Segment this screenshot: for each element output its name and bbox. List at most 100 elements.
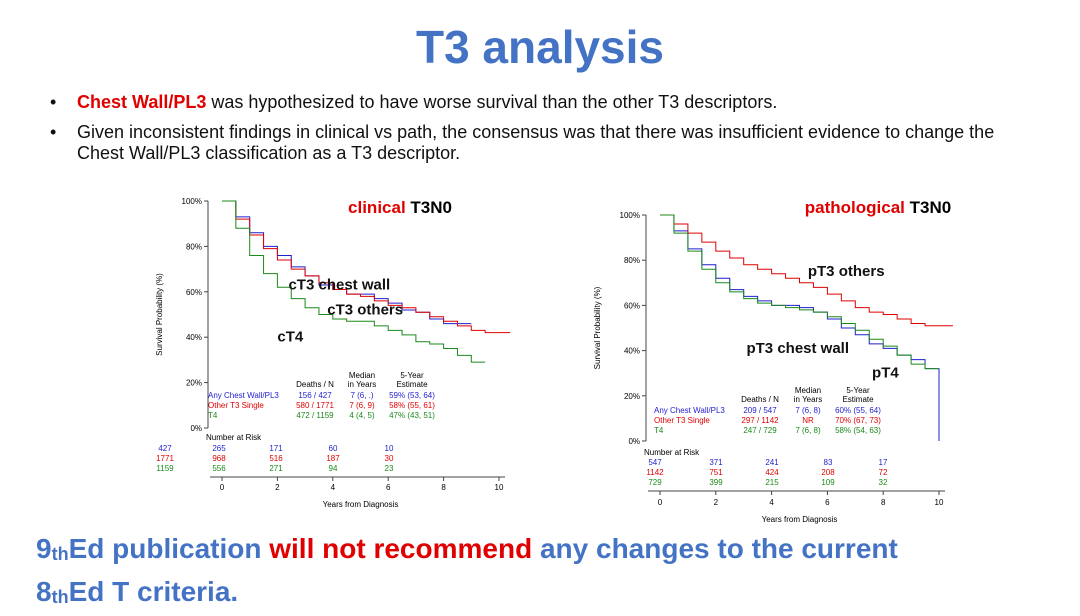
- curve-label: cT3 chest wall: [288, 277, 390, 294]
- x-tick-label: 2: [275, 483, 280, 492]
- risk-value: 751: [709, 468, 723, 477]
- conclusion-ed9-rest: Ed publication: [68, 533, 270, 564]
- table-cell-deaths: 580 / 1771: [296, 401, 334, 410]
- km-curve: [222, 200, 511, 334]
- conclusion-emphasis: will not recommend: [269, 533, 533, 564]
- y-tick-label: 40%: [624, 347, 640, 356]
- table-cell-median: 7 (6, 8): [795, 406, 821, 415]
- risk-value: 83: [824, 458, 833, 467]
- x-tick-label: 8: [441, 483, 446, 492]
- km-curve: [660, 214, 939, 370]
- x-tick-label: 6: [825, 498, 830, 507]
- table-row-label: Other T3 Single: [654, 416, 710, 425]
- x-tick-label: 6: [386, 483, 391, 492]
- bullet-item: • Given inconsistent findings in clinica…: [50, 122, 1040, 164]
- risk-value: 265: [212, 444, 226, 453]
- table-header: Deaths / N: [741, 395, 779, 404]
- risk-value: 547: [648, 458, 662, 467]
- table-row-label: Other T3 Single: [208, 401, 264, 410]
- curve-label: pT4: [872, 365, 899, 382]
- table-cell-estimate: 58% (55, 61): [389, 401, 435, 410]
- curve-label: cT3 others: [327, 302, 403, 319]
- table-cell-deaths: 297 / 1142: [741, 416, 779, 425]
- conclusion-ed8-suffix: th: [51, 587, 69, 607]
- table-cell-deaths: 156 / 427: [298, 391, 332, 400]
- table-cell-median: 4 (4, 5): [349, 411, 375, 420]
- risk-value: 215: [765, 478, 779, 487]
- y-tick-label: 60%: [624, 301, 640, 310]
- table-cell-estimate: 47% (43, 51): [389, 411, 435, 420]
- risk-value: 72: [879, 468, 888, 477]
- chart-title-rest: T3N0: [905, 198, 951, 217]
- conclusion-ed9-number: 9: [36, 533, 52, 564]
- risk-value: 371: [709, 458, 723, 467]
- risk-table-title: Number at Risk: [206, 433, 262, 442]
- x-axis-label: Years from Diagnosis: [762, 515, 838, 524]
- table-cell-deaths: 472 / 1159: [296, 411, 334, 420]
- table-row-label: T4: [208, 411, 218, 420]
- risk-value: 399: [709, 478, 723, 487]
- table-header: Estimate: [396, 380, 428, 389]
- y-tick-label: 0%: [190, 424, 202, 433]
- table-cell-median: NR: [802, 416, 814, 425]
- table-row-label: Any Chest Wall/PL3: [654, 406, 725, 415]
- conclusion-ed8-rest: Ed T criteria.: [68, 576, 239, 607]
- table-header: Deaths / N: [296, 380, 334, 389]
- y-tick-label: 40%: [186, 333, 202, 342]
- risk-value: 94: [329, 464, 338, 473]
- chart-title: clinical T3N0: [348, 198, 452, 217]
- chart-title-rest: T3N0: [406, 198, 452, 217]
- chart-title: pathological T3N0: [805, 198, 951, 217]
- table-cell-estimate: 58% (54, 63): [835, 426, 881, 435]
- curve-label: cT4: [277, 329, 304, 346]
- risk-value: 23: [385, 464, 394, 473]
- conclusion-ed8-number: 8: [36, 576, 52, 607]
- risk-value: 1142: [646, 468, 664, 477]
- chart-title-colored: pathological: [805, 198, 905, 217]
- table-cell-median: 7 (6, .): [350, 391, 373, 400]
- table-cell-estimate: 70% (67, 73): [835, 416, 881, 425]
- risk-value: 271: [269, 464, 283, 473]
- risk-value: 10: [385, 444, 394, 453]
- risk-value: 968: [212, 454, 226, 463]
- y-axis-label: Survival Probability (%): [593, 286, 602, 369]
- x-tick-label: 10: [495, 483, 504, 492]
- risk-value: 30: [385, 454, 394, 463]
- risk-value: 187: [326, 454, 340, 463]
- curve-label: pT3 chest wall: [746, 340, 849, 357]
- table-header: in Years: [348, 380, 376, 389]
- y-axis-label: Survival Probability (%): [155, 273, 164, 356]
- table-cell-median: 7 (6, 8): [795, 426, 821, 435]
- table-header: Median: [795, 386, 821, 395]
- risk-table-title: Number at Risk: [644, 448, 700, 457]
- km-curve: [222, 200, 486, 363]
- bullet-highlight: Chest Wall/PL3: [77, 92, 207, 112]
- bullet-text: Given inconsistent findings in clinical …: [77, 122, 995, 163]
- table-cell-median: 7 (6, 9): [349, 401, 375, 410]
- table-cell-deaths: 247 / 729: [743, 426, 777, 435]
- bullet-item: • Chest Wall/PL3 was hypothesized to hav…: [50, 92, 1040, 113]
- table-row-label: Any Chest Wall/PL3: [208, 391, 279, 400]
- risk-value: 424: [765, 468, 779, 477]
- y-tick-label: 20%: [186, 379, 202, 388]
- bullet-list: • Chest Wall/PL3 was hypothesized to hav…: [50, 92, 1040, 173]
- bullet-dot-icon: •: [50, 122, 57, 142]
- table-cell-estimate: 59% (53, 64): [389, 391, 435, 400]
- table-cell-estimate: 60% (55, 64): [835, 406, 881, 415]
- bullet-text: was hypothesized to have worse survival …: [206, 92, 778, 112]
- x-tick-label: 10: [935, 498, 944, 507]
- y-tick-label: 100%: [182, 197, 202, 206]
- risk-value: 32: [879, 478, 888, 487]
- conclusion-ed9-suffix: th: [51, 544, 69, 564]
- y-tick-label: 0%: [628, 437, 640, 446]
- y-tick-label: 80%: [186, 242, 202, 251]
- pathological-km-chart: pathological T3N0 0% 20% 40% 60% 80% 100% Survi…: [593, 198, 953, 524]
- x-tick-label: 2: [714, 498, 719, 507]
- y-tick-label: 100%: [620, 211, 640, 220]
- km-curve: [660, 214, 953, 327]
- curve-label: pT3 others: [808, 263, 885, 280]
- risk-value: 109: [821, 478, 835, 487]
- risk-value: 171: [269, 444, 283, 453]
- y-tick-label: 20%: [624, 392, 640, 401]
- risk-value: 729: [648, 478, 662, 487]
